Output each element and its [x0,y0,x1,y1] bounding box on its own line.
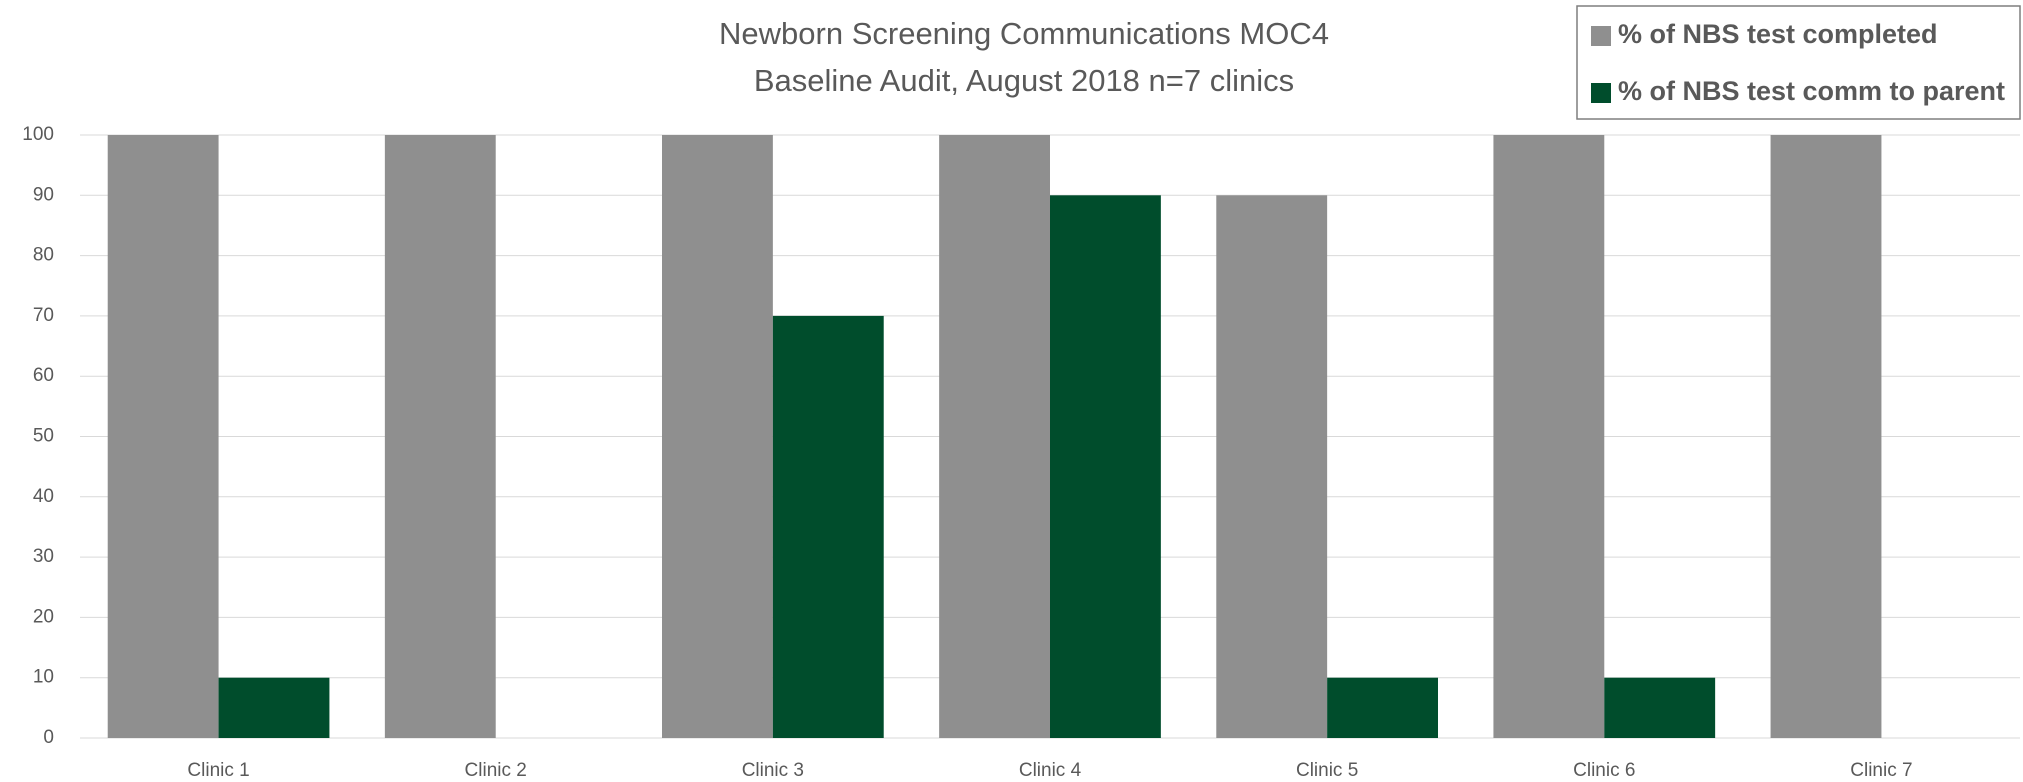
y-tick-label: 0 [43,727,54,748]
x-tick-label: Clinic 5 [1296,760,1358,781]
y-tick-label: 90 [33,184,54,205]
y-tick-label: 30 [33,546,54,567]
bar [384,135,496,738]
bar [1216,195,1328,739]
chart-title: Newborn Screening Communications MOC4 [719,16,1329,51]
x-tick-label: Clinic 6 [1573,760,1635,781]
legend-box [1576,5,2021,120]
y-tick-label: 100 [22,124,54,145]
bar [772,315,884,738]
y-tick-label: 40 [33,486,54,507]
x-tick-label: Clinic 4 [1019,760,1082,781]
x-tick-label: Clinic 3 [742,760,804,781]
legend-swatch [1591,83,1611,103]
y-tick-label: 70 [33,305,54,326]
legend-label: % of NBS test comm to parent [1618,76,2005,106]
bar [939,135,1050,738]
bar [1770,135,1882,738]
y-tick-label: 50 [33,426,54,447]
x-tick-label: Clinic 1 [187,760,249,781]
legend-label: % of NBS test completed [1618,19,1938,49]
bar [1493,135,1605,738]
x-tick-label: Clinic 2 [465,760,527,781]
y-tick-label: 80 [33,245,54,266]
y-tick-label: 60 [33,365,54,386]
bar [1050,195,1161,739]
y-tick-label: 20 [33,606,54,627]
bar [1604,677,1716,738]
bar [1327,677,1438,738]
x-tick-label: Clinic 7 [1850,760,1912,781]
legend-swatch [1591,26,1611,46]
bar [107,135,219,738]
y-tick-label: 10 [33,667,54,688]
chart-subtitle: Baseline Audit, August 2018 n=7 clinics [754,63,1294,98]
bar [218,677,330,738]
bar [662,135,773,738]
